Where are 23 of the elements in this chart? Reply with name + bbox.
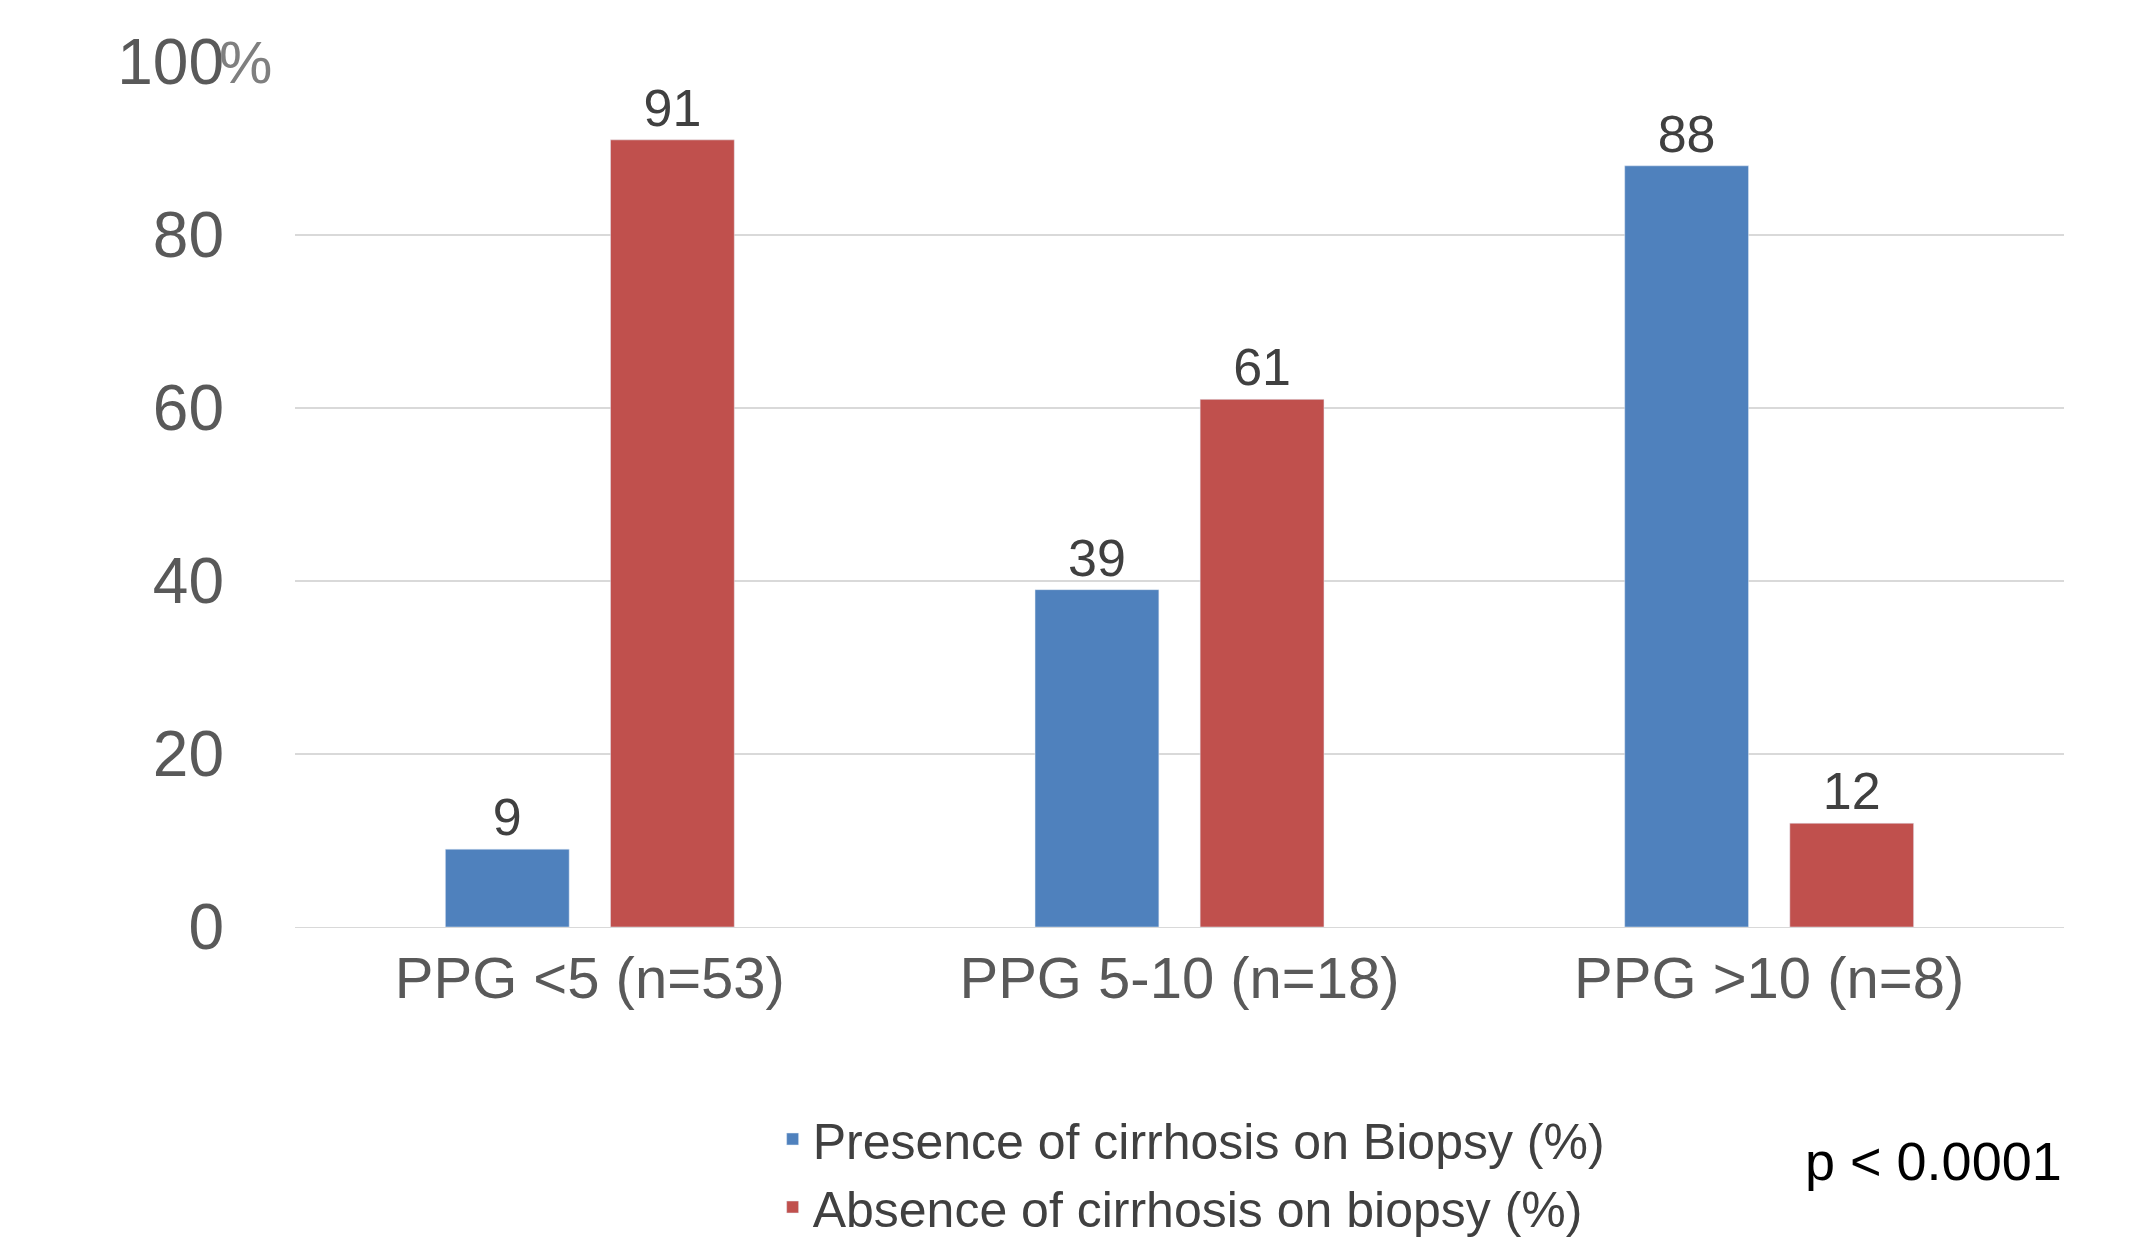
bar <box>1789 822 1914 927</box>
y-tick-label: 40 <box>152 545 224 618</box>
y-tick-label: 0 <box>188 891 224 964</box>
data-label: 9 <box>492 788 522 847</box>
x-tick-label: PPG <5 (n=53) <box>394 944 785 1010</box>
y-tick-label: 80 <box>152 199 224 272</box>
bar <box>1034 589 1160 927</box>
data-label: 39 <box>1068 528 1126 587</box>
bar <box>610 139 735 927</box>
bar <box>1624 165 1749 927</box>
x-tick-label: PPG >10 (n=8) <box>1574 944 1965 1010</box>
data-label: 91 <box>643 78 702 137</box>
bar <box>1199 399 1325 927</box>
legend-label: Absence of cirrhosis on biopsy (%) <box>812 1181 1583 1238</box>
text: p < 0.0001 <box>1805 1131 2062 1191</box>
legend-label: Presence of cirrhosis on Biopsy (%) <box>812 1113 1605 1170</box>
x-tick-label: PPG 5-10 (n=18) <box>959 944 1400 1010</box>
data-label: 12 <box>1822 762 1881 821</box>
y-tick-label: 60 <box>152 372 224 445</box>
data-label: 61 <box>1233 338 1291 397</box>
bar <box>445 848 570 927</box>
data-label: 88 <box>1657 104 1716 163</box>
y-tick-label: 20 <box>152 718 224 791</box>
